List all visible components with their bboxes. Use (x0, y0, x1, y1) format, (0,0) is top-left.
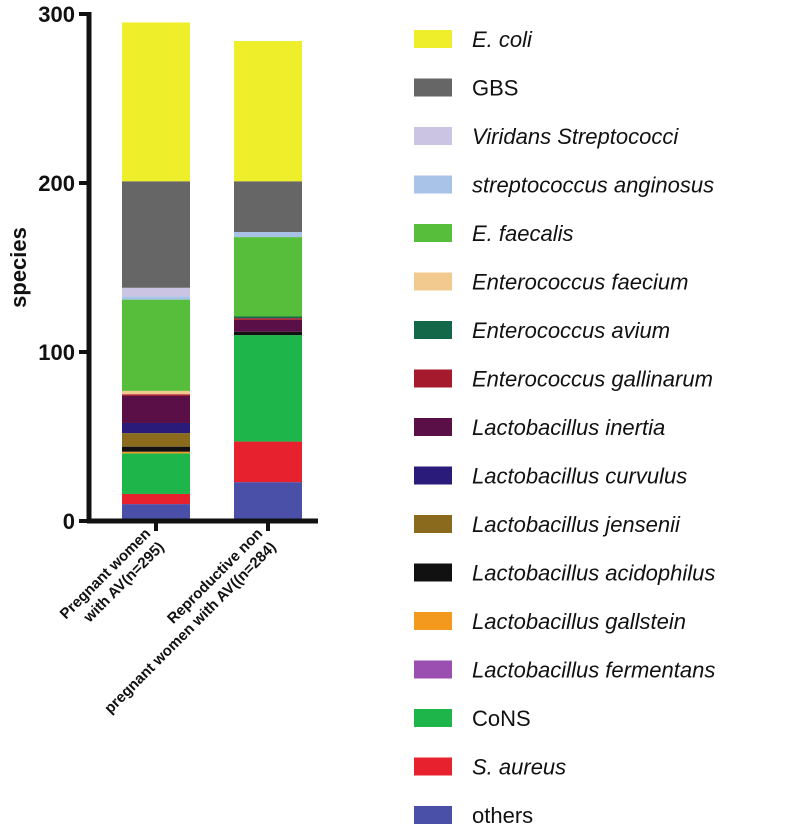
legend-item: GBS (414, 76, 518, 101)
legend-label: GBS (472, 76, 518, 101)
legend-swatch (414, 806, 452, 824)
legend-label: E. coli (472, 27, 533, 52)
bar-segment-5-cat-0 (122, 446, 190, 452)
bar-segment-12-cat-0 (122, 299, 190, 391)
bar-segment-1-cat-0 (122, 493, 190, 505)
legend-swatch (414, 757, 452, 776)
legend-swatch (414, 515, 452, 533)
legend-swatch (414, 127, 452, 145)
legend-label: others (472, 803, 533, 826)
legend-label: Lactobacillus jensenii (472, 512, 681, 537)
legend-item: Lactobacillus fermentans (414, 658, 715, 683)
y-tick-label: 100 (38, 340, 75, 365)
legend-swatch (414, 272, 452, 291)
legend-item: Enterococcus gallinarum (414, 367, 713, 392)
legend-swatch (414, 224, 452, 242)
bar-segment-0-cat-0 (122, 504, 190, 521)
legend-label: Enterococcus faecium (472, 270, 688, 295)
legend-label: Enterococcus gallinarum (472, 367, 713, 392)
legend-swatch (414, 660, 452, 679)
legend-item: E. faecalis (414, 221, 574, 246)
legend-item: Lactobacillus jensenii (414, 512, 681, 537)
legend-label: Lactobacillus fermentans (472, 658, 715, 683)
legend-swatch (414, 612, 452, 630)
legend-item: CoNS (414, 706, 531, 731)
legend-label: E. faecalis (472, 221, 574, 246)
bar-segment-15-cat-1 (234, 181, 302, 233)
bar-segment-8-cat-1 (234, 319, 302, 332)
bar-segment-0-cat-1 (234, 482, 302, 521)
y-tick-labels: 0 100 200 300 (38, 2, 75, 534)
legend-swatch (414, 466, 452, 485)
bar-segment-13-cat-0 (122, 296, 190, 300)
legend-item: Enterococcus avium (414, 318, 670, 343)
legend-swatch (414, 78, 452, 97)
bar-segment-9-cat-1 (234, 318, 302, 320)
bar-segment-11-cat-0 (122, 390, 190, 395)
bar-segment-10-cat-1 (234, 316, 302, 319)
legend-swatch (414, 321, 452, 339)
legend-item: Lactobacillus gallstein (414, 609, 686, 634)
bar-segment-9-cat-0 (122, 394, 190, 396)
bar-segment-5-cat-1 (234, 331, 302, 336)
bar-segment-6-cat-0 (122, 433, 190, 447)
bar-segment-16-cat-0 (122, 22, 190, 182)
legend-label: S. aureus (472, 755, 566, 780)
legend: E. coli GBS Viridans Streptococci streptoco… (414, 27, 715, 826)
legend-item: E. coli (414, 27, 533, 52)
legend-item: others (414, 803, 533, 826)
legend-swatch (414, 175, 452, 194)
bar-segment-2-cat-1 (234, 335, 302, 442)
bar-segment-14-cat-0 (122, 287, 190, 297)
bar-segments (122, 22, 302, 521)
legend-item: Lactobacillus inertia (414, 415, 665, 440)
y-tick-label: 300 (38, 2, 75, 27)
legend-label: Lactobacillus curvulus (472, 464, 687, 489)
bar-segment-13-cat-1 (234, 232, 302, 238)
bar-segment-12-cat-1 (234, 237, 302, 317)
legend-item: Enterococcus faecium (414, 270, 688, 295)
legend-label: Lactobacillus acidophilus (472, 561, 715, 586)
legend-item: Lactobacillus curvulus (414, 464, 687, 489)
legend-label: streptococcus anginosus (472, 173, 714, 198)
legend-swatch (414, 709, 452, 727)
bar-segment-7-cat-0 (122, 422, 190, 434)
bar-segment-1-cat-1 (234, 441, 302, 483)
legend-label: Viridans Streptococci (472, 124, 679, 149)
legend-label: CoNS (472, 706, 531, 731)
axes (79, 12, 318, 531)
legend-label: Enterococcus avium (472, 318, 670, 343)
bar-segment-16-cat-1 (234, 41, 302, 182)
legend-swatch (414, 418, 452, 436)
bar-segment-2-cat-0 (122, 453, 190, 494)
bar-segment-15-cat-0 (122, 181, 190, 288)
legend-swatch (414, 30, 452, 48)
bar-segment-4-cat-0 (122, 451, 190, 454)
legend-label: Lactobacillus inertia (472, 415, 665, 440)
y-tick-label: 200 (38, 171, 75, 196)
legend-swatch (414, 563, 452, 582)
y-tick-label: 0 (63, 509, 75, 534)
y-axis-label: species (6, 227, 31, 308)
legend-item: S. aureus (414, 755, 566, 780)
legend-item: Viridans Streptococci (414, 124, 679, 149)
legend-item: streptococcus anginosus (414, 173, 714, 198)
legend-swatch (414, 369, 452, 388)
legend-item: Lactobacillus acidophilus (414, 561, 715, 586)
legend-label: Lactobacillus gallstein (472, 609, 686, 634)
bar-segment-8-cat-0 (122, 395, 190, 423)
